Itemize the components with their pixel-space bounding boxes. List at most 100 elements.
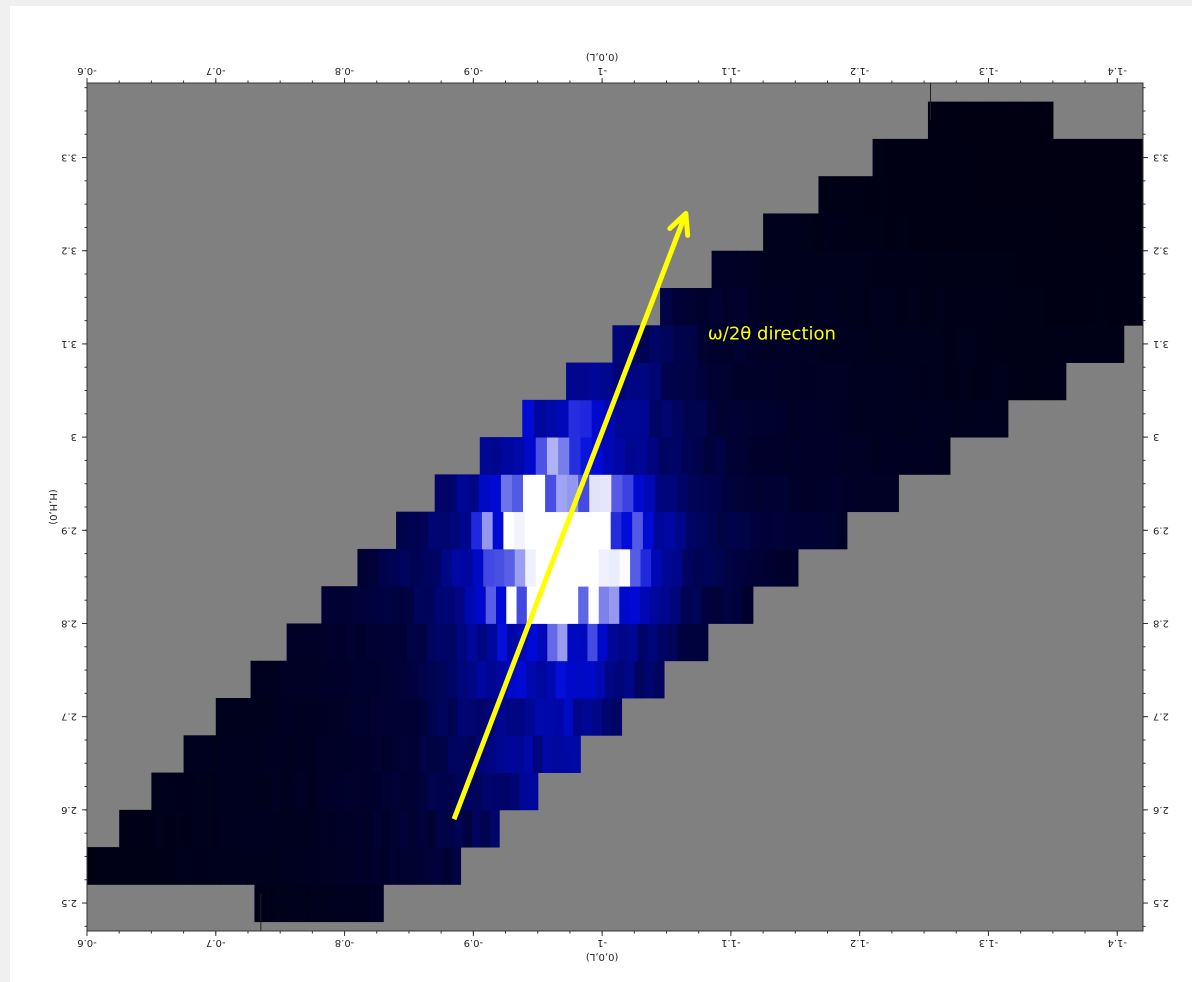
heatmap-cell — [334, 735, 345, 773]
heatmap-cell — [747, 288, 761, 326]
heatmap-cell — [782, 511, 794, 550]
heatmap-cell — [175, 847, 186, 885]
heatmap-cell — [811, 213, 825, 252]
heatmap-cell — [525, 548, 537, 587]
heatmap-cell — [834, 250, 848, 289]
y-tick-label-right: 3 — [1153, 431, 1159, 442]
heatmap-cell — [642, 511, 655, 550]
heatmap-cell — [788, 399, 801, 438]
heatmap-cell — [771, 288, 785, 326]
heatmap-cell — [934, 362, 948, 401]
heatmap-cell — [1030, 250, 1044, 289]
heatmap-cell — [718, 511, 730, 550]
heatmap-cell — [496, 660, 508, 699]
heatmap-cell — [993, 101, 997, 140]
heatmap-cell — [984, 176, 998, 214]
heatmap-cell — [380, 884, 384, 923]
heatmap-cell — [448, 735, 459, 773]
heatmap-cell — [685, 511, 698, 550]
heatmap-cell — [354, 809, 365, 848]
heatmap-cell — [515, 698, 526, 736]
heatmap-cell — [765, 474, 778, 513]
heatmap-cell — [353, 735, 364, 773]
heatmap-cell — [982, 288, 996, 326]
heatmap-cell — [167, 847, 177, 885]
heatmap-cell — [989, 325, 1003, 363]
heatmap-cell — [220, 847, 230, 885]
heatmap-cell — [1005, 213, 1019, 252]
heatmap-cell — [339, 660, 350, 699]
heatmap-cell — [819, 325, 833, 363]
heatmap-cell — [956, 138, 969, 177]
heatmap-cell — [462, 548, 474, 587]
heatmap-cell — [464, 772, 474, 811]
heatmap-cell — [419, 735, 430, 773]
heatmap-cell — [1026, 325, 1040, 363]
heatmap-cell — [514, 735, 525, 773]
heatmap-cell — [937, 176, 950, 214]
heatmap-cell — [451, 548, 463, 587]
heatmap-cell — [1038, 325, 1052, 363]
heatmap-cell — [907, 250, 921, 289]
heatmap-cell — [545, 399, 558, 438]
heatmap-cell — [449, 511, 462, 550]
heatmap-cell — [608, 586, 620, 624]
heatmap-cell — [770, 437, 783, 475]
heatmap-cell — [1087, 325, 1100, 363]
heatmap-cell — [524, 511, 537, 550]
heatmap-cell — [331, 586, 343, 624]
heatmap-cell — [467, 623, 478, 662]
heatmap-cell — [556, 548, 568, 587]
heatmap-cell — [445, 474, 458, 513]
heatmap-cell — [516, 660, 527, 699]
heatmap-cell — [344, 735, 355, 773]
heatmap-cell — [307, 772, 318, 811]
heatmap-cell — [987, 101, 991, 140]
heatmap-cell — [418, 772, 428, 811]
heatmap-cell — [535, 437, 548, 475]
heatmap-cell — [892, 399, 905, 438]
heatmap-cell — [1005, 250, 1019, 289]
heatmap-cell — [283, 698, 294, 736]
heatmap-cell — [178, 772, 189, 811]
heatmap-cell — [1062, 325, 1076, 363]
heatmap-cell — [113, 847, 124, 885]
heatmap-cell — [1172, 139, 1185, 177]
heatmap-cell — [722, 288, 736, 326]
heatmap-cell — [730, 399, 743, 438]
heatmap-cell — [491, 772, 502, 811]
x-tick-label-top: -1.1 — [721, 65, 741, 76]
heatmap-cell — [321, 884, 326, 923]
heatmap-cell — [434, 586, 446, 624]
heatmap-cell — [270, 772, 281, 811]
heatmap-cell — [809, 288, 823, 326]
heatmap-cell — [264, 698, 275, 736]
heatmap-cell — [993, 213, 1006, 252]
heatmap-cell — [787, 548, 799, 587]
heatmap-cell — [225, 698, 236, 736]
heatmap-cell — [438, 735, 449, 773]
heatmap-cell — [872, 213, 885, 252]
heatmap-cell — [514, 511, 526, 550]
heatmap-cell — [372, 772, 382, 811]
heatmap-cell — [266, 884, 271, 923]
heatmap-cell — [410, 735, 421, 773]
heatmap-cell — [340, 884, 344, 923]
heatmap-cell — [696, 511, 708, 550]
x-tick-label-bottom: -1.4 — [1107, 937, 1127, 948]
heatmap-cell — [497, 623, 508, 662]
heatmap-cell — [104, 847, 115, 885]
heatmap-cell — [680, 586, 692, 624]
heatmap-cell — [1004, 138, 1017, 177]
heatmap-cell — [372, 586, 384, 624]
heatmap-cell — [785, 250, 799, 289]
heatmap-cell — [263, 809, 274, 848]
heatmap-cell — [708, 362, 722, 401]
heatmap-cell — [1014, 101, 1018, 140]
heatmap-cell — [726, 437, 738, 475]
heatmap-cell — [376, 623, 388, 662]
heatmap-cell — [933, 101, 938, 140]
heatmap-cell — [661, 325, 674, 363]
heatmap-cell — [718, 399, 731, 438]
heatmap-cell — [685, 362, 698, 401]
